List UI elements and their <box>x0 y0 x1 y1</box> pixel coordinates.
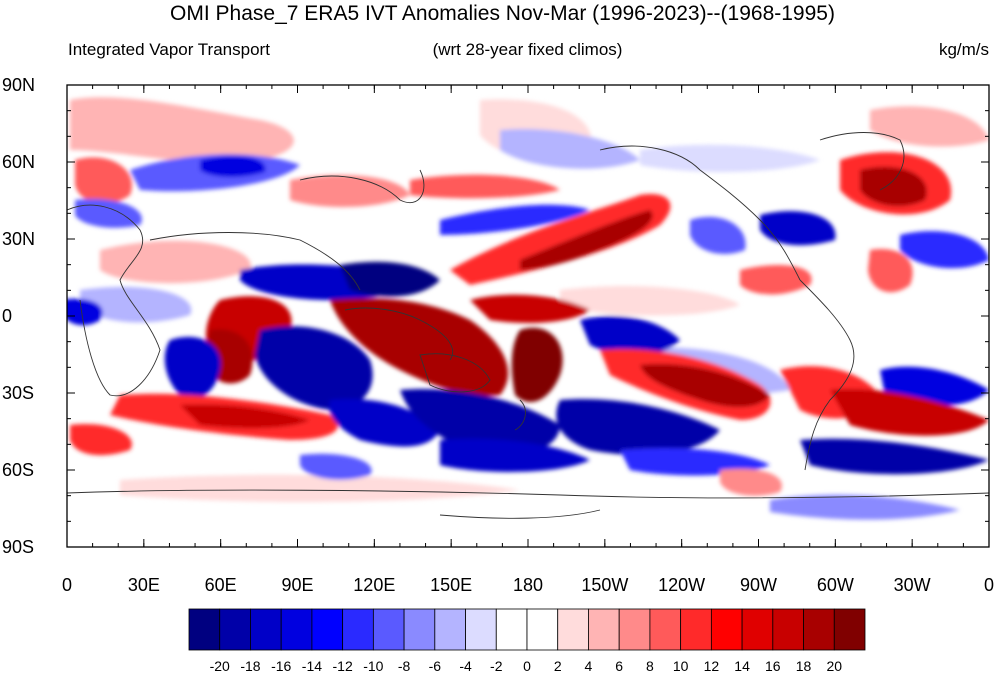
lat-tick-label: 60N <box>2 152 35 172</box>
colorbar-swatch <box>250 608 282 651</box>
colorbar-swatch <box>772 608 804 651</box>
colorbar-label: 0 <box>523 658 531 674</box>
colorbar-swatch <box>280 608 313 651</box>
colorbar-label: 2 <box>554 658 562 674</box>
colorbar-label: -14 <box>302 658 322 674</box>
colorbar-swatch <box>495 608 528 651</box>
colorbar-swatch <box>649 608 682 651</box>
colorbar-swatch <box>311 608 344 651</box>
colorbar-label: -8 <box>398 658 411 674</box>
colorbar-swatch <box>219 608 251 651</box>
colorbar-label: 12 <box>704 658 720 674</box>
lon-tick-label: 150E <box>430 575 472 595</box>
variable-label: Integrated Vapor Transport <box>68 40 270 59</box>
lon-tick-label: 90W <box>740 575 777 595</box>
colorbar-label: 20 <box>826 658 842 674</box>
lon-tick-label: 60W <box>817 575 854 595</box>
colorbar-label: 8 <box>646 658 654 674</box>
latitude-labels: 90N 60N 30N 0 30S 60S 90S <box>2 75 35 557</box>
colorbar-swatch <box>465 608 497 651</box>
colorbar-swatch <box>588 608 620 651</box>
colorbar-swatch <box>372 608 405 651</box>
colorbar-label: -2 <box>490 658 503 674</box>
lat-tick-label: 90S <box>2 537 34 557</box>
axis-ticks <box>66 84 990 548</box>
colorbar-swatch <box>434 608 466 651</box>
colorbar-swatch <box>188 608 221 651</box>
lon-tick-label: 120E <box>353 575 395 595</box>
lat-tick-label: 90N <box>2 75 35 95</box>
colorbar-label: 18 <box>796 658 812 674</box>
coastlines <box>67 132 989 519</box>
colorbar-swatch <box>403 608 436 651</box>
colorbar-label: 4 <box>585 658 593 674</box>
units-label: kg/m/s <box>938 40 989 59</box>
colorbar-swatch <box>680 608 712 651</box>
colorbar-label: -10 <box>363 658 383 674</box>
lon-tick-label: 30E <box>128 575 160 595</box>
colorbar-label: 14 <box>734 658 750 674</box>
colorbar-swatch <box>618 608 651 651</box>
lon-tick-label: 60E <box>205 575 237 595</box>
colorbar-label: 10 <box>673 658 689 674</box>
lat-tick-label: 30N <box>2 229 35 249</box>
colorbar-label: -12 <box>333 658 353 674</box>
colorbar-label: -16 <box>271 658 291 674</box>
colorbar-swatch <box>557 608 589 651</box>
colorbar-swatch <box>803 608 835 651</box>
lon-tick-label: 180 <box>513 575 543 595</box>
lon-tick-label: 0 <box>984 575 994 595</box>
lon-tick-label: 120W <box>658 575 705 595</box>
colorbar-label: -18 <box>240 658 260 674</box>
climatology-note: (wrt 28-year fixed climos) <box>432 40 623 59</box>
colorbar-swatch <box>526 608 559 651</box>
lat-tick-label: 60S <box>2 460 34 480</box>
lat-tick-label: 30S <box>2 383 34 403</box>
colorbar-label: 16 <box>765 658 781 674</box>
colorbar-label: 6 <box>615 658 623 674</box>
colorbar-swatch <box>710 608 743 651</box>
anomaly-field <box>67 85 989 547</box>
colorbar-label: -6 <box>429 658 442 674</box>
lat-tick-label: 0 <box>2 306 12 326</box>
lon-tick-label: 150W <box>581 575 628 595</box>
colorbar-swatch <box>833 608 866 651</box>
longitude-labels: 0 30E 60E 90E 120E 150E 180 150W 120W 90W 60W 30W 0 <box>62 575 994 595</box>
lon-tick-label: 30W <box>894 575 931 595</box>
map-title: OMI Phase_7 ERA5 IVT Anomalies Nov-Mar (… <box>170 2 835 25</box>
colorbar-label: -4 <box>459 658 472 674</box>
colorbar-label: -20 <box>210 658 230 674</box>
colorbar-swatch <box>342 608 374 651</box>
colorbar <box>188 608 866 651</box>
lon-tick-label: 0 <box>62 575 72 595</box>
lon-tick-label: 90E <box>281 575 313 595</box>
colorbar-swatch <box>741 608 774 651</box>
colorbar-labels: -20 -18 -16 -14 -12 -10 -8 -6 -4 -2 0 2 4 6 8 10 12 14 16 1… <box>210 658 843 674</box>
